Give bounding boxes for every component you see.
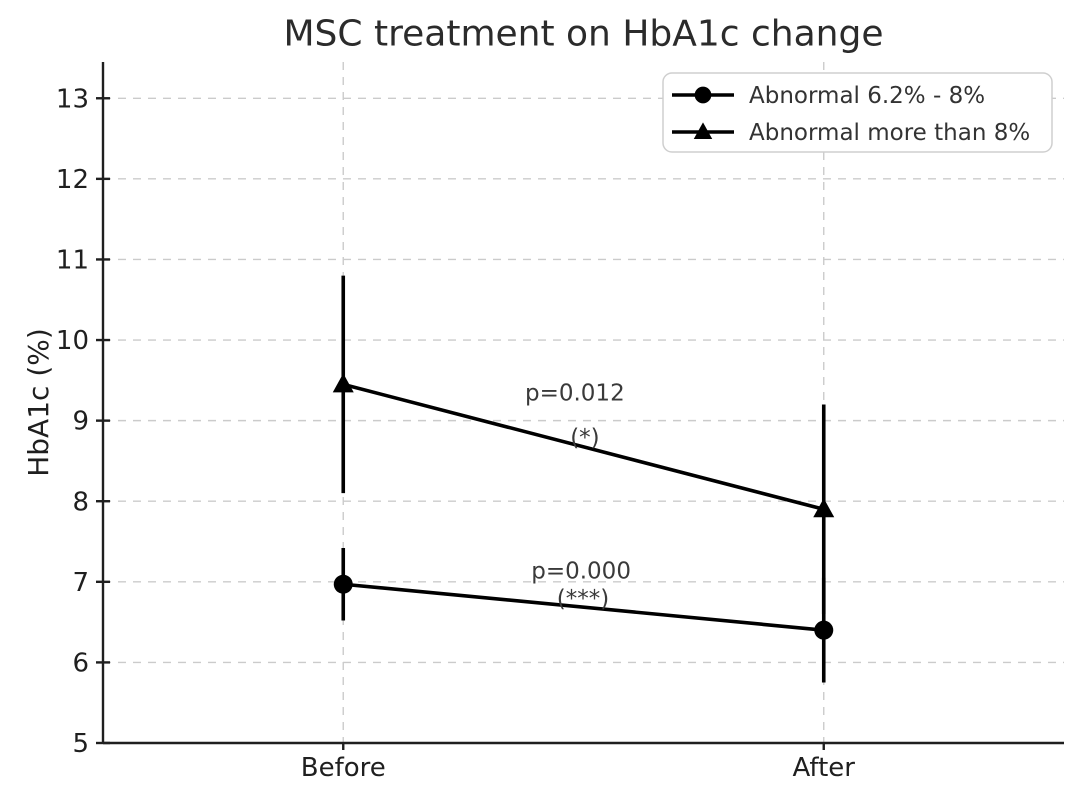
y-tick-label: 11 bbox=[56, 246, 89, 276]
y-axis-label: HbA1c (%) bbox=[22, 328, 55, 477]
chart-title: MSC treatment on HbA1c change bbox=[284, 14, 884, 55]
triangle-marker-icon bbox=[813, 498, 835, 518]
circle-marker-icon bbox=[333, 574, 353, 594]
legend-border bbox=[662, 72, 1053, 153]
series-line bbox=[343, 582, 824, 632]
triangle-marker-icon bbox=[332, 373, 354, 393]
annotation: p=0.000 bbox=[531, 559, 631, 585]
y-tick-label: 12 bbox=[56, 165, 89, 195]
y-tick-label: 13 bbox=[56, 84, 89, 114]
x-tick-label: After bbox=[793, 753, 856, 783]
annotation: p=0.012 bbox=[525, 380, 625, 406]
x-tick-label: Before bbox=[301, 753, 386, 783]
annotation: (*) bbox=[570, 425, 599, 451]
series-line bbox=[342, 382, 825, 512]
legend-label: Abnormal more than 8% bbox=[749, 120, 1030, 146]
y-tick-label: 5 bbox=[72, 729, 89, 759]
y-tick-label: 10 bbox=[56, 326, 89, 356]
y-tick-label: 9 bbox=[72, 407, 89, 437]
triangle-marker-icon bbox=[693, 122, 713, 140]
y-tick-label: 7 bbox=[72, 568, 89, 598]
circle-marker-icon bbox=[814, 620, 834, 640]
y-tick-label: 8 bbox=[72, 487, 89, 517]
circle-marker-icon bbox=[694, 86, 712, 104]
y-tick-label: 6 bbox=[72, 649, 89, 679]
annotation: (***) bbox=[557, 586, 609, 612]
legend-label: Abnormal 6.2% - 8% bbox=[749, 83, 985, 109]
